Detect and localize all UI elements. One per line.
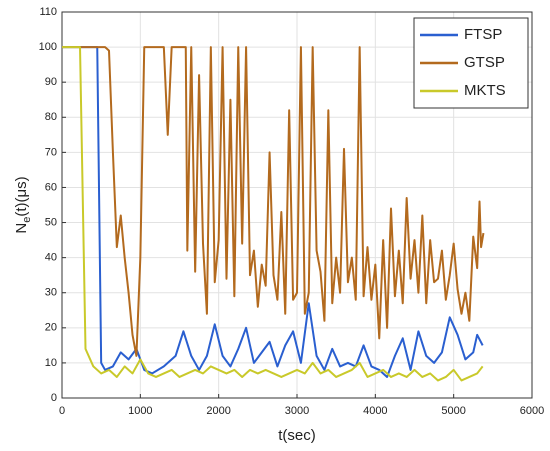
y-tick-label: 70 — [45, 146, 57, 158]
y-tick-label: 10 — [45, 357, 57, 369]
legend-label: GTSP — [464, 54, 505, 71]
legend-label: FTSP — [464, 26, 502, 43]
y-tick-label: 90 — [45, 76, 57, 88]
y-label-base: N — [13, 223, 30, 234]
y-tick-label: 50 — [45, 216, 57, 228]
legend-label: MKTS — [464, 82, 506, 99]
x-tick-label: 2000 — [206, 405, 230, 417]
y-tick-label: 100 — [39, 41, 57, 53]
x-tick-label: 0 — [59, 405, 65, 417]
y-tick-label: 40 — [45, 252, 57, 264]
plot-frame — [61, 11, 533, 399]
y-axis-label: Ne(t)(μs) — [13, 176, 33, 233]
y-tick-label: 110 — [39, 6, 57, 18]
x-tick-label: 3000 — [285, 405, 309, 417]
y-label-rest: (t)(μs) — [13, 176, 30, 216]
x-tick-label: 6000 — [520, 405, 544, 417]
x-tick-label: 1000 — [128, 405, 152, 417]
x-axis-label: t(sec) — [278, 427, 316, 444]
y-tick-label: 80 — [45, 111, 57, 123]
y-label-sub: e — [21, 217, 33, 223]
y-tick-label: 0 — [51, 392, 57, 404]
y-tick-label: 20 — [45, 322, 57, 334]
y-tick-label: 30 — [45, 287, 57, 299]
x-tick-label: 4000 — [363, 405, 387, 417]
y-tick-label: 60 — [45, 181, 57, 193]
series-line — [62, 46, 484, 382]
x-tick-label: 5000 — [441, 405, 465, 417]
series-line — [62, 46, 485, 357]
